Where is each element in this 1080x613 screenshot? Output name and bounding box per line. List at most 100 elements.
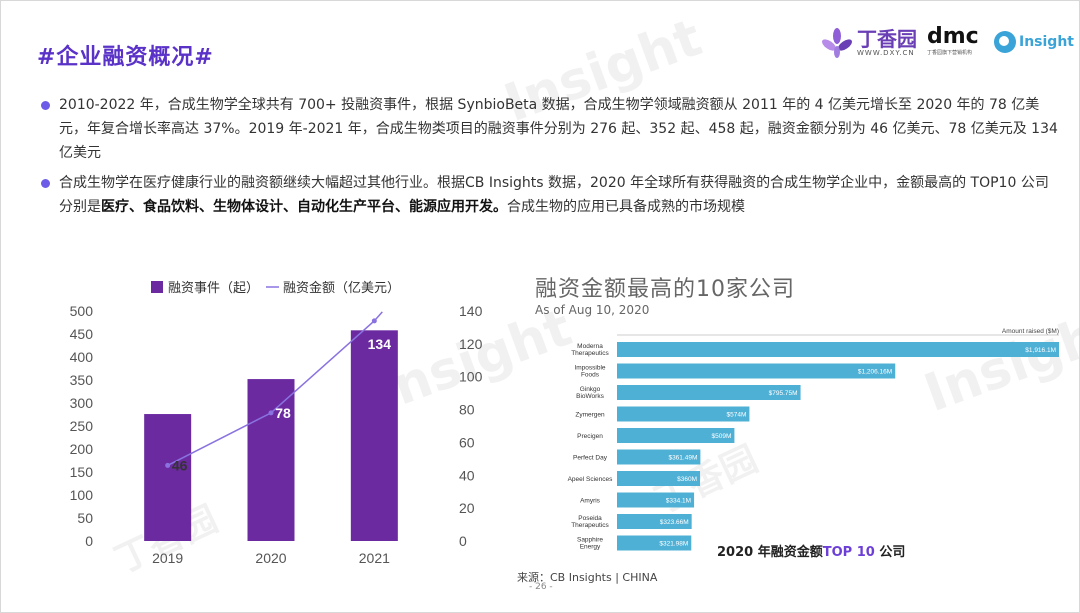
left-axis-tick-label: 500 xyxy=(70,303,94,319)
hbar-impossible-foods xyxy=(617,363,896,379)
hbar-value-label: $334.1M xyxy=(666,498,691,505)
x-axis-tick-label: 2021 xyxy=(359,550,390,566)
hbar-category-label-line2: Therapeutics xyxy=(571,522,609,529)
left-axis-tick-label: 350 xyxy=(70,372,94,388)
top10-caption-main: 2020 年融资金额 xyxy=(717,545,823,560)
left-axis-tick-label: 200 xyxy=(70,441,94,457)
hbar-value-label: $1,206.16M xyxy=(858,369,892,376)
hbar-ginkgo-bioworks xyxy=(617,385,801,400)
hbar-category-label-line2: BioWorks xyxy=(576,393,604,400)
dmc-logo-sub: 丁香园旗下营销机构 xyxy=(927,50,973,56)
x-axis-tick-label: 2020 xyxy=(255,550,286,566)
legend-line-label: 融资金额（亿美元） xyxy=(283,280,400,296)
hbar-category-label-line1: Sapphire xyxy=(577,537,603,544)
hbar-category-label-line1: Poseida xyxy=(578,515,602,522)
left-axis-tick-label: 300 xyxy=(70,395,94,411)
left-axis-tick-label: 100 xyxy=(70,487,94,503)
amount-data-label: 46 xyxy=(172,457,188,473)
hbar-category-label: Precigen xyxy=(577,433,603,440)
hbar-moderna-therapeutics xyxy=(617,342,1059,357)
hbar-category-label-line2: Foods xyxy=(581,372,600,379)
hbar-value-label: $323.66M xyxy=(660,519,689,526)
hbar-category-label-line1: Impossible xyxy=(574,365,605,372)
bullet-list: 2010-2022 年，合成生物学全球共有 700+ 投融资事件，根据 Synb… xyxy=(39,93,1059,225)
bullet-2-text-b: 合成生物的应用已具备成熟的市场规模 xyxy=(507,199,745,215)
hbar-category-label-line1: Moderna xyxy=(577,343,603,350)
left-axis-tick-label: 450 xyxy=(70,326,94,342)
right-axis-tick-label: 60 xyxy=(459,434,475,450)
insight-logo-icon xyxy=(994,31,1016,53)
hbar-apeel-sciences xyxy=(617,471,701,486)
dmc-logo: dmc 丁香园旗下营销机构 xyxy=(927,24,979,57)
hbar-value-label: $321.98M xyxy=(659,541,688,548)
amount-data-label: 78 xyxy=(275,405,291,421)
left-axis-tick-label: 0 xyxy=(85,533,93,549)
amount-raised-header: Amount raised ($M) xyxy=(1002,328,1059,335)
hbar-value-label: $361.49M xyxy=(668,455,697,462)
insight-logo-text: Insight xyxy=(1019,34,1074,50)
hbar-value-label: $509M xyxy=(712,433,732,440)
right-axis-tick-label: 120 xyxy=(459,336,483,352)
top10-caption: 2020 年融资金额TOP 10 公司 xyxy=(717,541,905,560)
bar-2021 xyxy=(350,330,398,541)
left-axis-tick-label: 50 xyxy=(77,510,93,526)
right-axis-tick-label: 140 xyxy=(459,303,483,319)
legend-bar-label: 融资事件（起） xyxy=(168,281,259,296)
funding-combo-chart: 融资事件（起） 融资金额（亿美元）050100150200250300350400… xyxy=(70,280,483,566)
bullet-dot-icon xyxy=(41,101,50,110)
dxy-logo-text: 丁香园 xyxy=(857,27,917,51)
page-title: #企业融资概况# xyxy=(37,45,214,70)
hbar-category-label: Perfect Day xyxy=(573,455,608,462)
hbar-value-label: $574M xyxy=(727,412,747,419)
hbar-category-label-line2: Therapeutics xyxy=(571,350,609,357)
amount-point-2019 xyxy=(165,462,171,468)
top10-chart-subtitle: As of Aug 10, 2020 xyxy=(535,303,650,317)
left-axis-tick-label: 150 xyxy=(70,464,94,480)
page-number: - 26 - xyxy=(529,582,553,592)
top10-caption-highlight: TOP 10 xyxy=(822,545,875,560)
bullet-2-text-a: 合成生物学在医疗健康行业的融资额继续大幅超过其他行业。根据CB Insights… xyxy=(59,175,1049,215)
left-axis-tick-label: 250 xyxy=(70,418,94,434)
flower-icon xyxy=(822,28,852,58)
right-axis-tick-label: 20 xyxy=(459,500,475,516)
dxy-logo: 丁香园 WWW.DXY.CN xyxy=(821,27,917,59)
dxy-logo-url: WWW.DXY.CN xyxy=(857,49,915,57)
left-axis-tick-label: 400 xyxy=(70,349,94,365)
right-axis-tick-label: 0 xyxy=(459,533,467,549)
bar-2020 xyxy=(247,379,295,541)
source-note: 来源：CB Insights | CHINA xyxy=(517,571,658,584)
amount-line xyxy=(167,311,383,467)
hbar-value-label: $1,916.1M xyxy=(1025,347,1056,354)
bar-2019 xyxy=(144,414,192,541)
amount-point-2021 xyxy=(371,318,377,324)
hbar-category-label: Apeel Sciences xyxy=(568,476,614,483)
bullet-dot-icon xyxy=(41,179,50,188)
legend-bar-swatch xyxy=(151,281,163,293)
hbar-value-label: $360M xyxy=(677,476,697,483)
x-axis-tick-label: 2019 xyxy=(152,550,183,566)
insight-logo: Insight xyxy=(994,31,1074,53)
hbar-category-label-line2: Energy xyxy=(580,544,601,551)
bullet-item-1: 2010-2022 年，合成生物学全球共有 700+ 投融资事件，根据 Synb… xyxy=(39,93,1059,165)
hbar-category-label-line1: Ginkgo xyxy=(580,386,601,393)
dmc-logo-text: dmc xyxy=(927,24,979,49)
hbar-precigen xyxy=(617,428,735,443)
right-axis-tick-label: 100 xyxy=(459,369,483,385)
right-axis-tick-label: 40 xyxy=(459,467,475,483)
bullet-item-2: 合成生物学在医疗健康行业的融资额继续大幅超过其他行业。根据CB Insights… xyxy=(39,171,1059,219)
hbar-poseida-therapeutics xyxy=(617,514,692,529)
top10-caption-tail: 公司 xyxy=(874,545,906,560)
hbar-sapphire-energy xyxy=(617,535,692,551)
hbar-zymergen xyxy=(617,406,750,422)
hbar-category-label: Zymergen xyxy=(575,412,605,419)
amount-point-2020 xyxy=(268,410,274,416)
right-axis-tick-label: 80 xyxy=(459,402,475,418)
amount-data-label: 134 xyxy=(368,336,392,352)
hbar-value-label: $795.75M xyxy=(769,390,798,397)
hbar-perfect-day xyxy=(617,449,701,465)
bullet-2-text-bold: 医疗、食品饮料、生物体设计、自动化生产平台、能源应用开发。 xyxy=(101,199,507,215)
top10-chart-title: 融资金额最高的10家公司 xyxy=(535,277,795,302)
hbar-amyris xyxy=(617,492,695,508)
